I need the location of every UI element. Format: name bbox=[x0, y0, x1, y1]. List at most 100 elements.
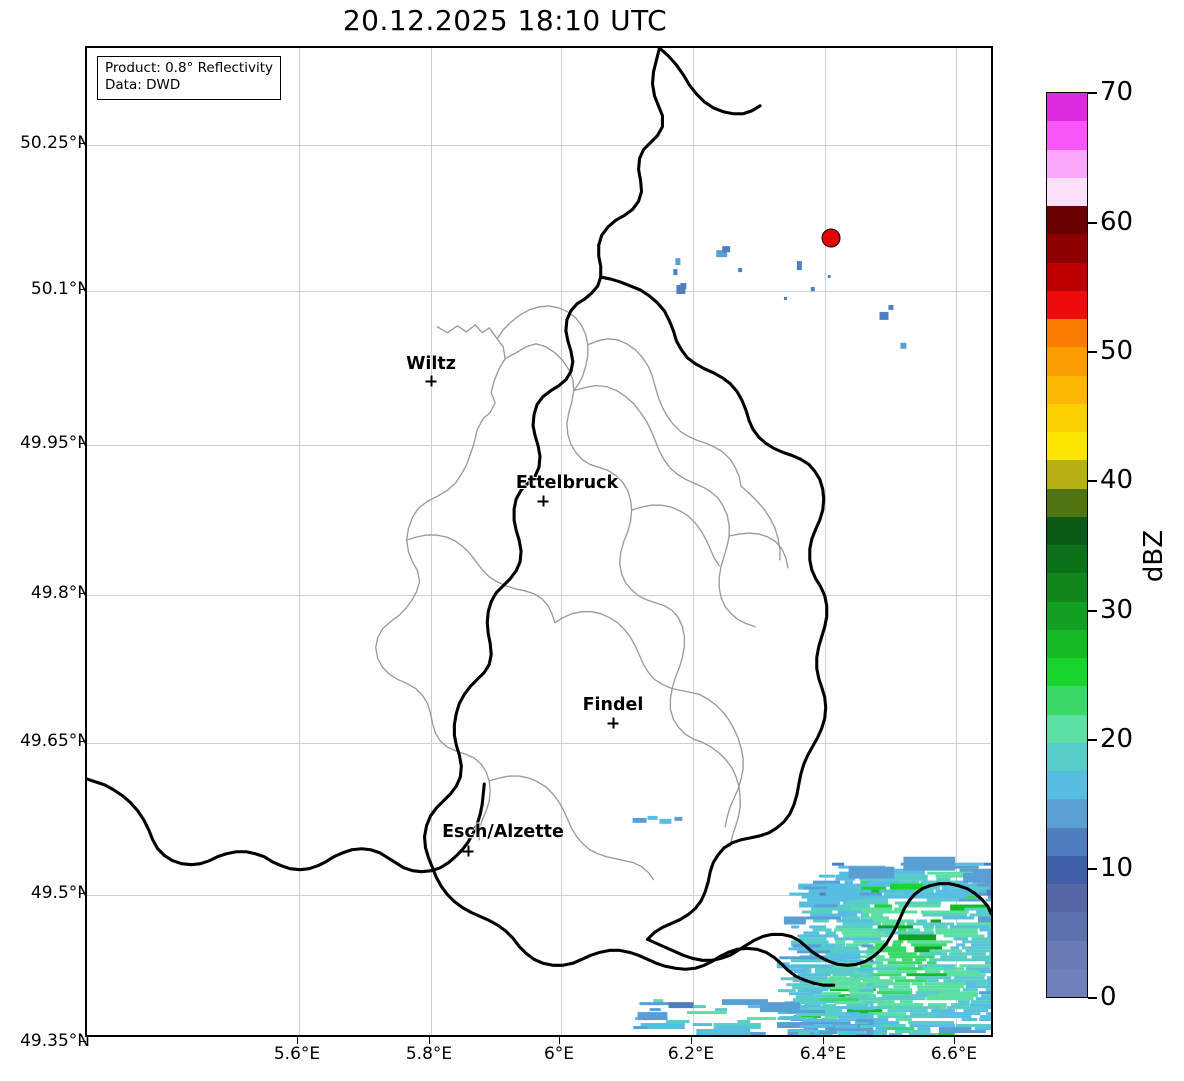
gridline-horizontal-4 bbox=[87, 743, 991, 744]
radar-echo-cell bbox=[965, 967, 991, 974]
colorbar-tick-label-1: 60 bbox=[1100, 207, 1134, 237]
radar-echo-cell bbox=[864, 1001, 874, 1005]
radar-echo-cell bbox=[970, 1000, 991, 1004]
latitude-tick-0 bbox=[79, 143, 86, 144]
radar-echo-cell bbox=[894, 1030, 931, 1034]
radar-echo-cell bbox=[812, 919, 829, 923]
latitude-tick-4 bbox=[79, 741, 86, 742]
radar-echo-cell bbox=[889, 976, 907, 980]
map-boundaries-layer bbox=[87, 48, 991, 987]
radar-echo-cell bbox=[830, 959, 864, 963]
radar-echo-cell bbox=[639, 1002, 669, 1006]
radar-echo-cell bbox=[803, 931, 820, 935]
radar-echo-cell bbox=[949, 925, 990, 929]
radar-echo-cell bbox=[791, 925, 800, 929]
radar-echo-cell bbox=[858, 898, 888, 902]
radar-echo-cell bbox=[894, 979, 928, 983]
radar-echo-cell bbox=[893, 985, 910, 989]
reflectivity-colorbar[interactable] bbox=[1046, 92, 1088, 998]
radar-echo-cell bbox=[964, 895, 981, 899]
radar-echo-cell bbox=[850, 974, 874, 978]
radar-echo-cell bbox=[849, 907, 892, 914]
radar-echo-cell bbox=[744, 1032, 766, 1035]
radar-echo-cell bbox=[978, 991, 991, 995]
radar-echo-cell bbox=[887, 952, 917, 956]
radar-echo-cell bbox=[819, 983, 867, 987]
colorbar-tick-3 bbox=[1088, 480, 1097, 482]
radar-echo-cell bbox=[981, 883, 991, 887]
radar-echo-cell bbox=[832, 973, 862, 977]
radar-echo-cell bbox=[986, 1012, 991, 1016]
radar-echo-cell bbox=[946, 865, 979, 869]
colorbar-band-22 bbox=[1047, 714, 1087, 743]
radar-echo-cell bbox=[979, 928, 991, 932]
radar-echo-cell bbox=[832, 862, 845, 866]
colorbar-band-19 bbox=[1047, 629, 1087, 658]
radar-echo-cell bbox=[809, 925, 827, 929]
radar-echo-cell bbox=[917, 985, 965, 989]
radar-echo-cell bbox=[950, 904, 988, 911]
city-label-ettelbruck: Ettelbruck bbox=[515, 473, 619, 493]
radar-echo-cell bbox=[978, 916, 991, 923]
radar-echo-cell bbox=[867, 946, 907, 953]
page-title: 20.12.2025 18:10 UTC bbox=[342, 4, 668, 37]
radar-echo-cell bbox=[930, 919, 941, 923]
radar-echo-cell bbox=[908, 1021, 955, 1025]
radar-echo-cell bbox=[961, 1018, 978, 1022]
radar-echo-cell bbox=[908, 1033, 937, 1035]
colorbar-band-2 bbox=[1047, 149, 1087, 178]
radar-echo-cell bbox=[887, 1009, 928, 1013]
gridline-horizontal-1 bbox=[87, 291, 991, 292]
radar-echo-cell bbox=[668, 1002, 694, 1009]
radar-echo-cell bbox=[947, 1012, 981, 1016]
radar-echo-cell bbox=[903, 856, 956, 871]
radar-echo-cell bbox=[820, 998, 859, 1002]
colorbar-band-20 bbox=[1047, 658, 1087, 687]
radar-echo-cell bbox=[827, 275, 831, 279]
radar-echo-cell bbox=[837, 904, 871, 911]
colorbar-tick-label-4: 30 bbox=[1100, 595, 1134, 625]
radar-echo-cell bbox=[803, 1027, 819, 1031]
radar-echo-cell bbox=[910, 1012, 943, 1019]
radar-echo-cell bbox=[888, 304, 894, 310]
radar-echo-cell bbox=[983, 862, 991, 866]
radar-echo-cell bbox=[789, 892, 833, 896]
colorbar-band-30 bbox=[1047, 940, 1087, 969]
city-marker-esch-alzette bbox=[462, 845, 474, 857]
radar-echo-cell bbox=[868, 1022, 874, 1026]
radar-echo-cell bbox=[637, 1012, 668, 1021]
radar-echo-cell bbox=[829, 953, 861, 960]
radar-echo-cell bbox=[632, 817, 647, 823]
radar-echo-cell bbox=[879, 889, 911, 893]
radar-echo-cell bbox=[647, 815, 658, 820]
colorbar-tick-2 bbox=[1088, 351, 1097, 353]
radar-echo-cell bbox=[929, 958, 978, 962]
radar-echo-cell bbox=[778, 989, 796, 993]
latitude-tick-label-6: 49.35°N bbox=[20, 1031, 90, 1051]
colorbar-tick-label-5: 20 bbox=[1100, 724, 1134, 754]
radar-echo-cell bbox=[989, 952, 991, 956]
colorbar-band-14 bbox=[1047, 488, 1087, 517]
radar-echo-cell bbox=[825, 890, 860, 900]
radar-echo-cell bbox=[895, 1018, 912, 1022]
radar-echo-cell bbox=[911, 982, 924, 986]
radar-echo-cell bbox=[852, 889, 872, 893]
national-borders bbox=[87, 48, 991, 987]
radar-echo-cell bbox=[970, 943, 991, 947]
radar-echo-cell bbox=[857, 968, 874, 972]
radar-station-marker[interactable] bbox=[821, 228, 841, 248]
radar-echo-cell bbox=[783, 296, 787, 300]
radar-echo-cell bbox=[894, 907, 906, 911]
radar-echo-cell bbox=[935, 874, 966, 878]
city-marker-findel bbox=[607, 717, 619, 729]
colorbar-band-9 bbox=[1047, 347, 1087, 376]
radar-echo-cell bbox=[963, 872, 991, 883]
radar-echo-cell bbox=[841, 931, 885, 935]
radar-echo-cell bbox=[696, 1029, 751, 1035]
radar-echo-cell bbox=[877, 1015, 928, 1019]
radar-echo-cell bbox=[856, 1019, 874, 1023]
radar-map-panel[interactable]: Wiltz Ettelbruck Findel Esch/Alzette Produc… bbox=[85, 46, 993, 1037]
radar-echo-cell bbox=[853, 940, 886, 944]
colorbar-band-11 bbox=[1047, 403, 1087, 432]
latitude-tick-2 bbox=[79, 443, 86, 444]
